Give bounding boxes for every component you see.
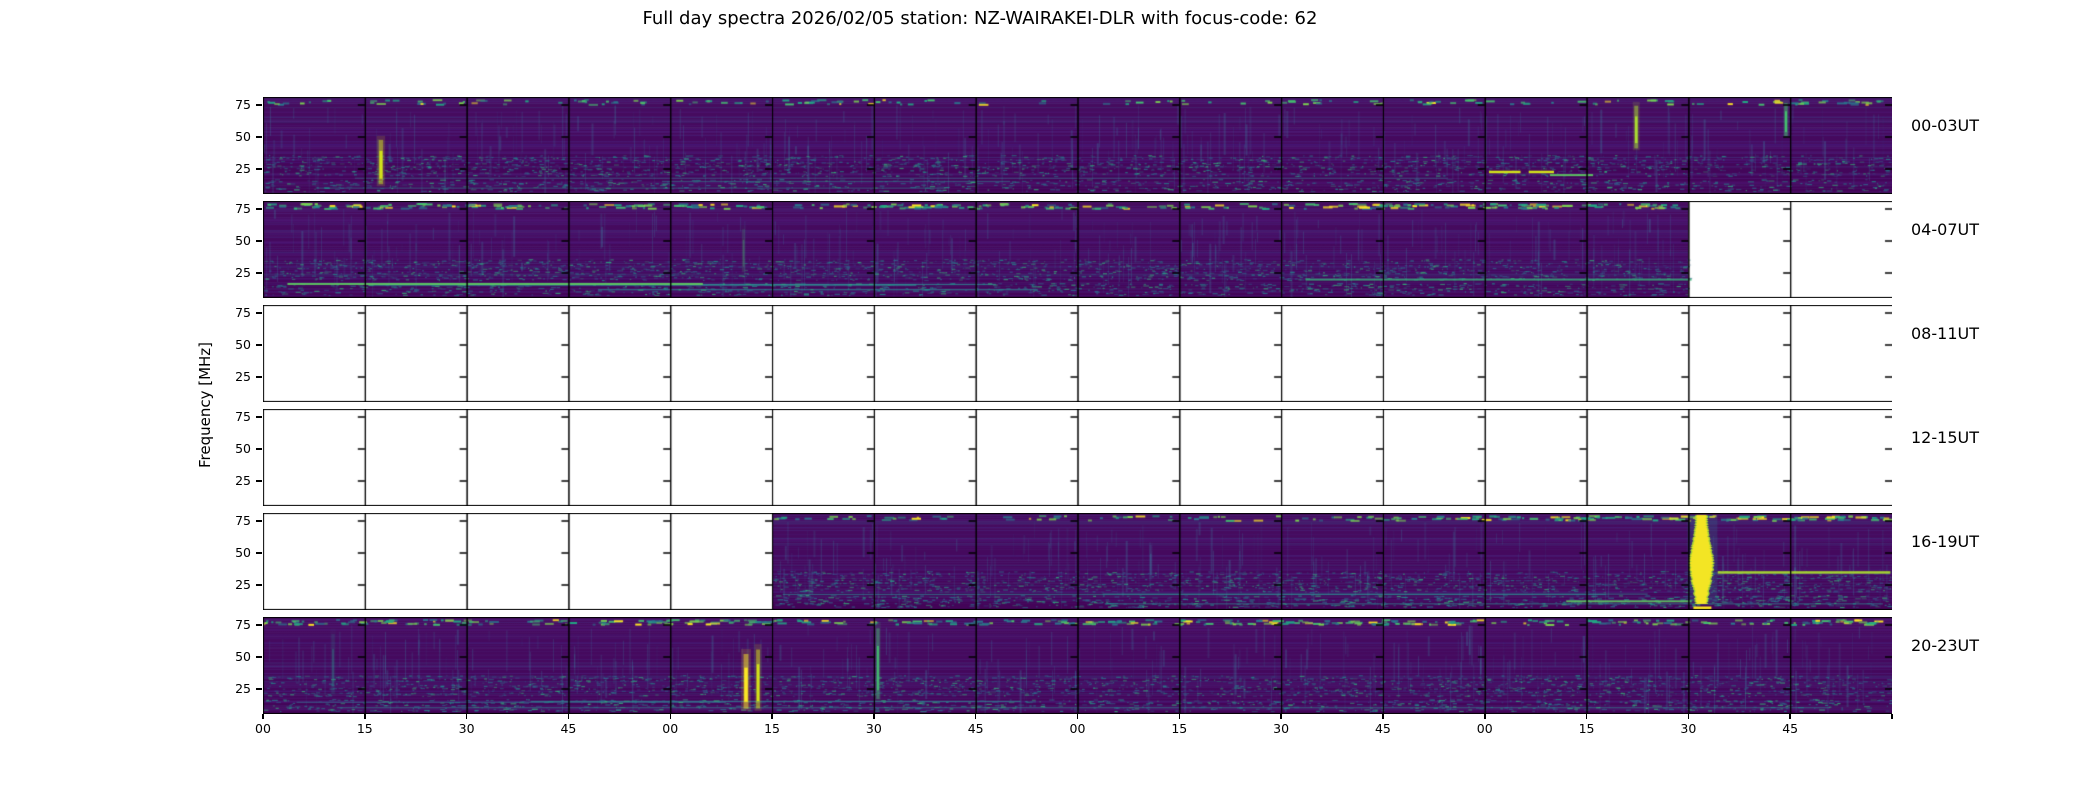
y-tick-label: 25 xyxy=(235,473,251,488)
x-tick-label: 00 xyxy=(255,721,271,736)
y-tick-mark xyxy=(256,584,262,586)
x-tick-label: 30 xyxy=(458,721,475,736)
x-tick-mark xyxy=(974,714,977,719)
y-tick-label: 25 xyxy=(235,577,251,592)
x-tick-label: 00 xyxy=(1476,721,1493,736)
x-tick-mark xyxy=(1687,714,1690,719)
y-tick-mark xyxy=(256,104,262,106)
y-tick-mark xyxy=(256,376,262,378)
y-tick-label: 50 xyxy=(235,233,251,248)
x-tick-mark xyxy=(567,714,570,719)
x-tick-label: 30 xyxy=(1273,721,1290,736)
x-tick-label: 15 xyxy=(356,721,373,736)
y-tick-mark xyxy=(256,552,262,554)
y-tick-label: 25 xyxy=(235,161,251,176)
y-tick-label: 25 xyxy=(235,681,251,696)
spectrogram-row-16-19UT xyxy=(263,513,1892,610)
x-tick-mark xyxy=(1891,714,1893,719)
x-tick-mark xyxy=(1178,714,1181,719)
x-tick-mark xyxy=(364,714,366,719)
x-tick-label: 30 xyxy=(1680,721,1697,736)
x-tick-label: 15 xyxy=(1578,721,1595,736)
y-tick-mark xyxy=(256,624,262,626)
row-time-label: 12-15UT xyxy=(1911,428,1979,447)
x-tick-label: 45 xyxy=(1782,721,1799,736)
y-tick-mark xyxy=(256,448,262,450)
x-tick-mark xyxy=(771,714,773,719)
y-tick-mark xyxy=(256,344,262,346)
y-tick-label: 75 xyxy=(235,617,251,632)
y-tick-label: 50 xyxy=(235,129,251,144)
x-tick-mark xyxy=(262,714,264,719)
y-tick-mark xyxy=(256,208,262,210)
y-tick-label: 25 xyxy=(235,265,251,280)
y-tick-label: 75 xyxy=(235,305,251,320)
spectrogram-row-20-23UT xyxy=(263,617,1892,714)
x-tick-label: 15 xyxy=(1171,721,1188,736)
x-tick-label: 15 xyxy=(764,721,781,736)
row-time-label: 04-07UT xyxy=(1911,220,1979,239)
x-tick-mark xyxy=(873,714,875,719)
x-tick-mark xyxy=(465,714,468,719)
x-tick-mark xyxy=(1280,714,1282,719)
row-time-label: 08-11UT xyxy=(1911,324,1979,343)
y-tick-label: 75 xyxy=(235,409,251,424)
y-tick-mark xyxy=(256,312,262,314)
y-tick-mark xyxy=(256,656,262,658)
y-tick-mark xyxy=(256,168,262,170)
x-tick-label: 45 xyxy=(1374,721,1391,736)
y-tick-mark xyxy=(256,480,262,482)
x-tick-label: 30 xyxy=(865,721,882,736)
x-tick-label: 00 xyxy=(662,721,679,736)
row-time-label: 20-23UT xyxy=(1911,636,1979,655)
y-tick-mark xyxy=(256,416,262,418)
x-tick-label: 45 xyxy=(967,721,984,736)
x-tick-mark xyxy=(1789,714,1791,719)
spectrogram-row-08-11UT xyxy=(263,305,1892,402)
y-tick-mark xyxy=(256,520,262,522)
x-tick-label: 45 xyxy=(560,721,577,736)
x-tick-mark xyxy=(669,714,671,719)
spectrogram-row-04-07UT xyxy=(263,201,1892,298)
y-tick-mark xyxy=(256,136,262,138)
y-tick-label: 50 xyxy=(235,545,251,560)
y-tick-label: 75 xyxy=(235,97,251,112)
x-tick-mark xyxy=(1076,714,1079,719)
y-tick-mark xyxy=(256,688,262,690)
y-tick-label: 75 xyxy=(235,513,251,528)
y-tick-label: 50 xyxy=(235,441,251,456)
x-tick-label: 00 xyxy=(1069,721,1086,736)
row-time-label: 00-03UT xyxy=(1911,116,1979,135)
row-time-label: 16-19UT xyxy=(1911,532,1979,551)
y-tick-mark xyxy=(256,272,262,274)
x-tick-mark xyxy=(1585,714,1588,719)
y-tick-mark xyxy=(256,240,262,242)
y-tick-label: 75 xyxy=(235,201,251,216)
spectrogram-row-00-03UT xyxy=(263,97,1892,194)
spectrogram-row-12-15UT xyxy=(263,409,1892,506)
y-tick-label: 50 xyxy=(235,649,251,664)
x-tick-mark xyxy=(1484,714,1486,719)
y-tick-label: 50 xyxy=(235,337,251,352)
plot-title: Full day spectra 2026/02/05 station: NZ-… xyxy=(642,8,1318,29)
y-tick-label: 25 xyxy=(235,369,251,384)
x-tick-mark xyxy=(1382,714,1384,719)
